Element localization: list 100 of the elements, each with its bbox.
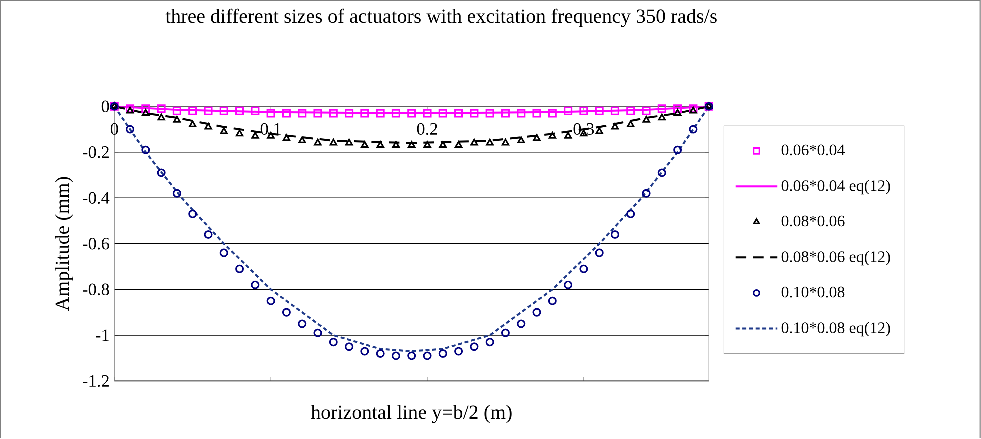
point: [610, 230, 620, 240]
point: [533, 134, 541, 142]
point: [470, 139, 478, 146]
point: [252, 132, 260, 140]
point: [158, 114, 166, 121]
point: [251, 107, 260, 116]
point: [611, 123, 620, 130]
point: [330, 139, 338, 146]
point: [220, 107, 228, 116]
point: [532, 109, 542, 118]
point: [204, 230, 213, 240]
point: [142, 104, 150, 114]
point: [518, 136, 526, 144]
point: [626, 107, 636, 116]
point: [376, 109, 385, 118]
point: [454, 141, 463, 148]
legend-label: 0.08*0.06: [782, 216, 845, 227]
point: [470, 109, 479, 118]
y-axis-title: Amplitude (mm): [55, 178, 74, 312]
point: [329, 109, 338, 118]
point: [423, 352, 432, 361]
point: [674, 109, 682, 116]
y-tick-label: -0.4: [83, 192, 110, 204]
point: [266, 109, 276, 118]
point: [361, 141, 369, 148]
point: [517, 320, 526, 328]
point: [298, 320, 307, 328]
point: [298, 109, 307, 118]
point: [392, 352, 400, 361]
point: [580, 265, 588, 274]
point: [220, 128, 228, 135]
point: [658, 114, 666, 121]
point: [329, 338, 338, 347]
point: [596, 128, 604, 135]
point: [532, 308, 542, 318]
legend-label: 0.08*0.06 eq(12): [782, 251, 890, 266]
point: [642, 107, 651, 116]
point: [595, 249, 604, 258]
point: [392, 141, 400, 148]
point: [157, 168, 166, 178]
point: [438, 109, 448, 118]
point: [173, 116, 182, 124]
legend-label: 0.10*0.08: [782, 287, 845, 298]
point: [642, 190, 651, 198]
point: [282, 134, 291, 142]
point: [517, 109, 526, 118]
point: [236, 107, 244, 116]
y-tick-label: -0.2: [83, 146, 109, 159]
point: [282, 308, 291, 318]
point: [423, 109, 432, 118]
point: [626, 210, 636, 219]
point: [266, 297, 276, 306]
y-tick-label: -0.8: [83, 284, 110, 296]
point: [564, 281, 573, 290]
point: [674, 104, 682, 114]
point: [486, 338, 494, 347]
point: [376, 141, 384, 148]
point: [314, 139, 322, 146]
point: [360, 347, 370, 356]
point: [595, 107, 604, 116]
point: [580, 107, 588, 116]
point: [345, 109, 354, 118]
point: [627, 120, 635, 128]
point: [251, 281, 260, 290]
point: [486, 109, 494, 118]
point: [345, 139, 354, 146]
point: [454, 109, 464, 118]
x-tick-label: 0: [110, 124, 118, 136]
point: [204, 107, 213, 116]
point: [439, 141, 447, 148]
point: [424, 141, 432, 148]
point: [502, 139, 510, 146]
y-tick-label: -1: [96, 330, 109, 342]
legend-label: 0.06*0.04: [782, 145, 845, 156]
legend-label: 0.06*0.04 eq(12): [782, 180, 890, 195]
x-tick-label: 0.3: [574, 124, 594, 136]
point: [658, 104, 666, 114]
point: [126, 104, 135, 114]
point: [674, 146, 682, 155]
y-tick-label: -1.2: [83, 376, 109, 388]
point: [454, 347, 464, 356]
point: [642, 116, 650, 124]
point: [142, 109, 150, 116]
y-tick-label: 0: [102, 101, 110, 113]
point: [501, 109, 510, 118]
point: [376, 350, 385, 358]
point: [501, 329, 510, 338]
point: [172, 107, 182, 116]
x-axis-title: horizontal line y=b/2 (m): [311, 405, 512, 424]
point: [236, 265, 244, 274]
point: [188, 210, 198, 219]
point: [126, 107, 134, 114]
point: [204, 123, 212, 130]
point: [314, 329, 322, 338]
point: [408, 352, 416, 361]
point: [548, 132, 556, 140]
point: [610, 107, 620, 116]
point: [564, 132, 572, 140]
point: [548, 109, 557, 118]
point: [189, 120, 197, 128]
